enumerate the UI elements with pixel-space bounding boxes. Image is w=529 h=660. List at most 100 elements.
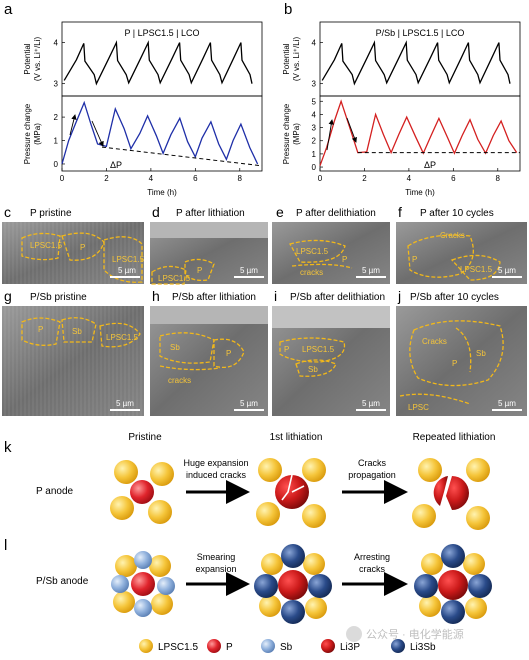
legend-sb-icon bbox=[261, 639, 275, 653]
lpsc-particle bbox=[261, 553, 283, 575]
li3sb-particle bbox=[254, 574, 278, 598]
sem-title-h: P/Sb after lithiation bbox=[172, 292, 256, 303]
pressure-ylabel-a-2: (MPa) bbox=[33, 123, 42, 145]
grain-outline-j2 bbox=[399, 393, 471, 405]
sem-label-f3: LPSC1.5 bbox=[460, 265, 493, 274]
lpsc-particle bbox=[303, 553, 325, 575]
rise-arrow-b bbox=[326, 119, 334, 151]
chart-b-xtick-label: 4 bbox=[407, 174, 412, 183]
legend-li3p-icon bbox=[321, 639, 335, 653]
row-label-k: P anode bbox=[36, 486, 74, 497]
li3sb-particle bbox=[308, 574, 332, 598]
arrow-k1-line1: Huge expansion bbox=[183, 458, 248, 468]
sem-title-c: P pristine bbox=[30, 208, 72, 219]
panel-label-g: g bbox=[4, 288, 12, 304]
sem-label-i2: LPSC1.5 bbox=[302, 345, 335, 354]
pressure-ylabel-b-1: Pressure change bbox=[282, 103, 291, 164]
crack-line-e bbox=[291, 263, 353, 269]
panel-label-j: j bbox=[397, 288, 401, 304]
lpsc-particle bbox=[419, 595, 441, 617]
chart-b-pressure-ytick-label: 4 bbox=[312, 110, 317, 119]
sem-label-c1: LPSC1.5 bbox=[30, 241, 63, 250]
legend-label-li3p: Li3P bbox=[340, 642, 360, 653]
legend-p-icon bbox=[207, 639, 221, 653]
lpsc-particle bbox=[418, 458, 442, 482]
sem-label-j1: Cracks bbox=[422, 337, 447, 346]
crack-line-h bbox=[159, 365, 221, 371]
potential-ylabel-a-2: (V vs. Li⁺/Li) bbox=[33, 37, 42, 82]
panel-label-c: c bbox=[4, 204, 11, 220]
chart-b-pressure-ytick-label: 3 bbox=[312, 124, 317, 133]
chart-b-xtick-label: 0 bbox=[318, 174, 323, 183]
sem-label-i1: P bbox=[284, 345, 289, 354]
sem-title-i: P/Sb after delithiation bbox=[290, 292, 385, 303]
lpsc-particle bbox=[465, 597, 487, 619]
sb-particle bbox=[157, 577, 175, 595]
sem-label-f2: P bbox=[412, 255, 417, 264]
chart-a-series-baseline bbox=[101, 146, 263, 167]
legend: LPSC1.5 P Sb Li3P Li3Sb bbox=[139, 639, 436, 653]
sem-label-d1: P bbox=[197, 266, 202, 275]
chart-b-xtick-label: 8 bbox=[496, 174, 501, 183]
grain-outline-g2 bbox=[61, 317, 97, 343]
sem-texture-g bbox=[2, 306, 144, 416]
arrow-l2-line1: Arresting bbox=[354, 552, 390, 562]
potential-ylabel-b-1: Potential bbox=[282, 43, 291, 74]
li3p-fragment bbox=[446, 476, 469, 510]
plot-area-a: 0 2 4 6 8 3 4 0 1 2 bbox=[54, 39, 263, 183]
lpsc-particle bbox=[302, 458, 326, 482]
legend-label-p: P bbox=[226, 642, 233, 653]
potential-ylabel-a-1: Potential bbox=[23, 43, 32, 74]
lpsc-particle bbox=[305, 597, 327, 619]
chart-a-xtick-label: 0 bbox=[60, 174, 65, 183]
chart-b-pressure-ytick-label: 1 bbox=[312, 150, 317, 159]
crack-line-j bbox=[455, 327, 472, 373]
panel-l: l P/Sb anode Smearing expansion Arrestin… bbox=[4, 537, 492, 624]
sem-label-g2: Sb bbox=[72, 327, 82, 336]
chart-title-a: P | LPSC1.5 | LCO bbox=[124, 28, 199, 38]
crack-icon bbox=[291, 485, 305, 493]
grain-outline-h1 bbox=[159, 332, 215, 364]
sem-panel-i: i P/Sb after delithiation P LPSC1.5 Sb 5… bbox=[272, 288, 390, 416]
panel-label-d: d bbox=[152, 204, 160, 220]
sem-panel-c: c P pristine LPSC1.5 P LPSC1.5 5 µm bbox=[2, 204, 145, 284]
xlabel-a: Time (h) bbox=[147, 188, 177, 197]
arrow-l1-line2: expansion bbox=[195, 564, 236, 574]
sem-title-d: P after lithiation bbox=[176, 208, 245, 219]
pressure-ylabel-a-1: Pressure change bbox=[23, 103, 32, 164]
li3sb-particle bbox=[281, 544, 305, 568]
sem-title-f: P after 10 cycles bbox=[420, 208, 494, 219]
arrow-l2-line2: cracks bbox=[359, 564, 386, 574]
sem-image-h bbox=[150, 306, 268, 416]
panel-label-k: k bbox=[4, 439, 12, 456]
panel-label-e: e bbox=[276, 204, 284, 220]
chart-title-b: P/Sb | LPSC1.5 | LCO bbox=[376, 28, 465, 38]
col-header-first: 1st lithiation bbox=[270, 432, 323, 443]
sem-label-g1: P bbox=[38, 325, 43, 334]
chart-a-series-pressure bbox=[61, 100, 259, 165]
chart-a-xtick-label: 6 bbox=[193, 174, 198, 183]
lpsc-particle bbox=[466, 506, 490, 530]
chart-b-potential-ytick-label: 4 bbox=[312, 39, 317, 48]
grain-outline-f2 bbox=[450, 254, 501, 281]
chart-a-xtick-label: 8 bbox=[238, 174, 243, 183]
scale-text-d: 5 µm bbox=[240, 266, 258, 275]
sb-particle bbox=[134, 599, 152, 617]
lpsc-particle bbox=[466, 458, 490, 482]
panel-label-b: b bbox=[284, 1, 292, 18]
chart-a-potential-ytick-label: 4 bbox=[54, 39, 59, 48]
pressure-ylabel-b-2: (MPa) bbox=[292, 123, 301, 145]
rise-arrow-a bbox=[69, 114, 77, 136]
lpsc-particle bbox=[463, 553, 485, 575]
scale-text-i: 5 µm bbox=[362, 399, 380, 408]
fall-arrow-b bbox=[346, 117, 357, 143]
grain-outline-g3 bbox=[99, 322, 141, 348]
sem-title-j: P/Sb after 10 cycles bbox=[410, 292, 499, 303]
sem-panel-h: h P/Sb after lithiation Sb P cracks 5 µm bbox=[150, 288, 268, 416]
chart-b-pressure-ytick-label: 2 bbox=[312, 137, 317, 146]
chart-a-series-potential bbox=[63, 40, 253, 86]
watermark: 公众号 · 电化学能源 bbox=[346, 626, 464, 642]
p-particle bbox=[130, 480, 154, 504]
lpsc-particle bbox=[149, 555, 171, 577]
chart-a-pressure-ytick-label: 2 bbox=[54, 113, 59, 122]
